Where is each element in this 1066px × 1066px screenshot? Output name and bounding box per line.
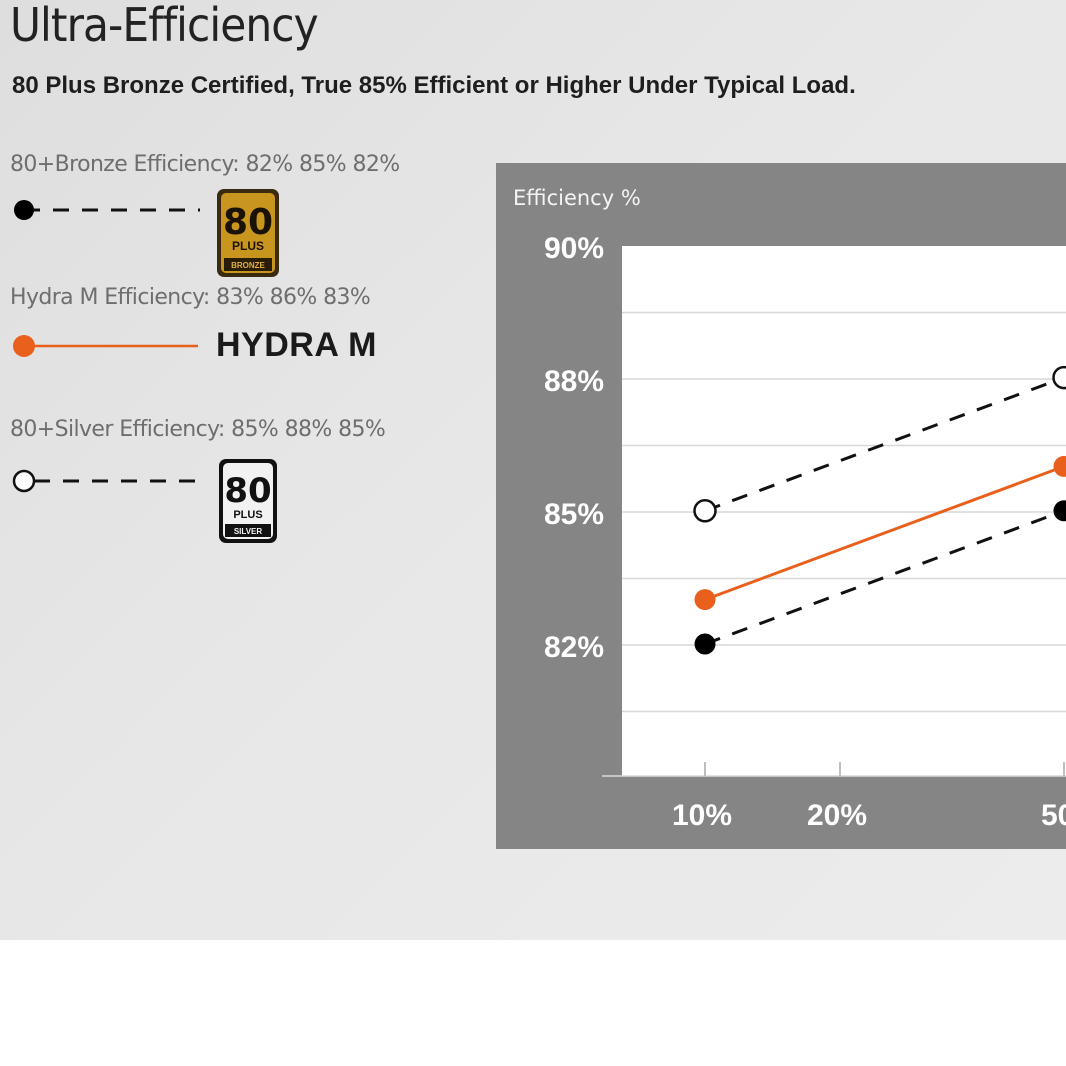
data-point-silver: [693, 499, 717, 523]
silver-badge-icon: 80 PLUS SILVER: [219, 459, 277, 543]
data-point-silver: [1052, 365, 1066, 390]
silver-badge-plus: PLUS: [233, 509, 262, 521]
legend-bronze-label: 80+Bronze Efficiency: 82% 85% 82%: [10, 152, 400, 177]
plot-area: [622, 246, 1066, 776]
data-point-bronze: [1053, 500, 1066, 522]
silver-badge-number: 80: [224, 471, 271, 511]
page-title: Ultra-Efficiency: [10, 0, 319, 52]
y-tick-label: 88%: [544, 365, 604, 398]
y-tick-label: 90%: [544, 232, 604, 265]
series-line-bronze: [704, 509, 1065, 646]
data-point-hydra: [694, 589, 716, 611]
y-axis-title: Efficiency %: [513, 186, 641, 210]
series-line-silver: [704, 376, 1065, 513]
data-point-hydra: [1053, 455, 1066, 477]
bronze-badge-number: 80: [223, 202, 273, 243]
y-tick-label: 85%: [544, 498, 604, 531]
page-subtitle: 80 Plus Bronze Certified, True 85% Effic…: [12, 72, 856, 99]
legend-hydra-marker: [13, 335, 35, 357]
silver-badge-tier: SILVER: [234, 527, 263, 536]
bronze-badge-plus: PLUS: [232, 239, 264, 253]
legend-markers: [12, 200, 200, 493]
x-tick-label: 10%: [672, 799, 732, 832]
efficiency-chart: Efficiency % 90% 88% 85% 82% 10% 20% 50: [496, 163, 1066, 849]
legend-silver-marker: [12, 469, 36, 493]
legend-hydra-label: Hydra M Efficiency: 83% 86% 83%: [10, 285, 371, 310]
hydra-brand-text: HYDRA M: [216, 326, 377, 364]
data-point-bronze: [694, 633, 716, 655]
background-panel: Ultra-Efficiency 80 Plus Bronze Certifie…: [0, 0, 1066, 940]
x-tick-label: 20%: [807, 799, 867, 832]
y-tick-label: 82%: [544, 631, 604, 664]
x-tick-label: 50: [1041, 799, 1066, 832]
bronze-badge-tier: BRONZE: [231, 261, 265, 270]
legend-silver-label: 80+Silver Efficiency: 85% 88% 85%: [10, 417, 386, 442]
series-line-hydra: [704, 464, 1065, 602]
bronze-badge-icon: 80 PLUS BRONZE: [217, 189, 279, 277]
legend-bronze-marker: [14, 200, 34, 220]
